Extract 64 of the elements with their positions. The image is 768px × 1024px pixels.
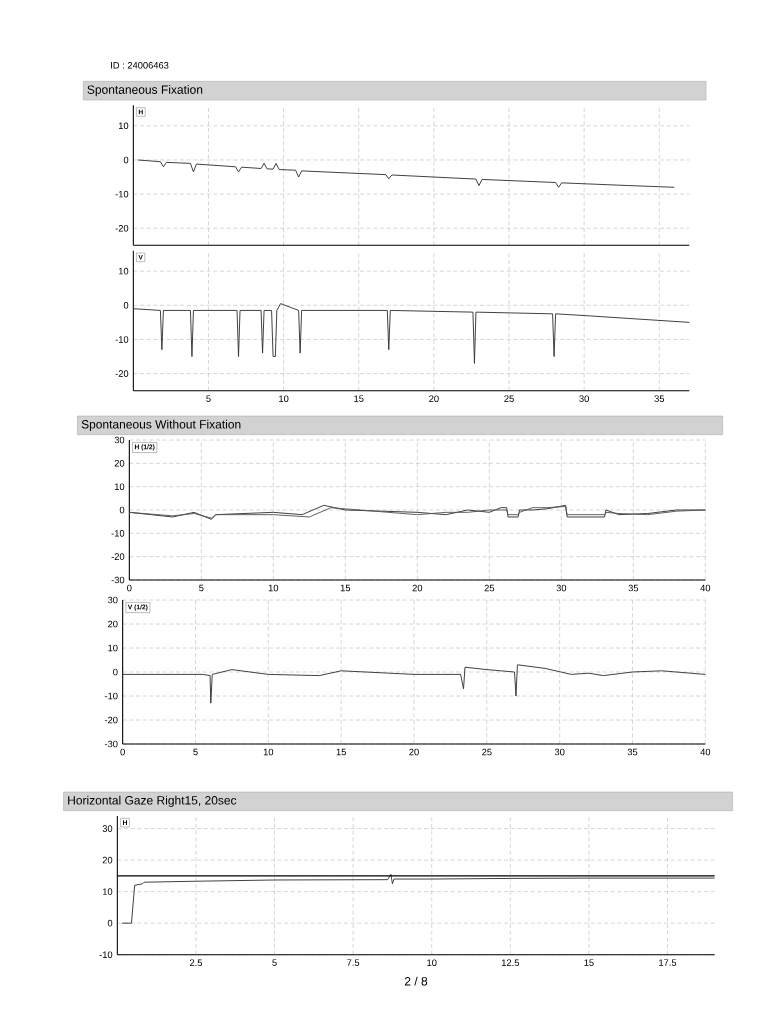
text: Spontaneous Fixation — [87, 85, 203, 97]
y-tick-label: -20 — [104, 716, 118, 724]
text: Horizontal Gaze Right15, 20sec — [68, 795, 237, 807]
x-tick-label: 5 — [272, 959, 277, 966]
x-tick-label: 35 — [654, 395, 665, 402]
y-tick-label: 10 — [114, 483, 125, 490]
x-tick-label: 35 — [627, 748, 638, 756]
y-tick-label: -20 — [111, 553, 125, 560]
text: Spontaneous Without Fixation — [81, 419, 241, 431]
y-tick-label: 30 — [102, 825, 113, 832]
x-tick-label: 15 — [336, 748, 346, 756]
x-tick-label: 20 — [409, 748, 419, 756]
x-tick-label: 20 — [429, 395, 439, 402]
y-tick-label: 10 — [118, 267, 129, 275]
text: 2 / 8 — [404, 976, 428, 986]
x-tick-label: 25 — [482, 748, 492, 756]
y-tick-label: 20 — [114, 460, 125, 467]
y-tick-label: -30 — [111, 576, 125, 584]
x-tick-label: 10 — [268, 584, 279, 592]
text: ID : 24006463 — [111, 62, 169, 69]
x-tick-label: 30 — [554, 748, 565, 756]
y-tick-label: 0 — [113, 668, 118, 676]
y-tick-label: -20 — [115, 224, 129, 232]
y-tick-label: 0 — [123, 302, 129, 309]
y-tick-label: 0 — [123, 156, 129, 164]
y-tick-label: -10 — [111, 530, 125, 537]
y-tick-label: -10 — [99, 951, 113, 958]
x-tick-label: 30 — [556, 584, 567, 592]
x-tick-label: 25 — [484, 584, 495, 592]
y-tick-label: 30 — [114, 436, 125, 444]
y-tick-label: -10 — [115, 336, 129, 343]
y-tick-label: 10 — [102, 888, 113, 895]
line-series — [132, 303, 690, 364]
y-tick-label: 20 — [108, 620, 118, 628]
x-tick-label: 15 — [340, 584, 351, 592]
y-tick-label: -20 — [115, 370, 129, 377]
y-tick-label: 20 — [102, 856, 113, 864]
x-tick-label: 35 — [628, 584, 639, 592]
line-series — [122, 664, 706, 704]
x-tick-label: 20 — [412, 584, 423, 592]
x-tick-label: 5 — [199, 584, 204, 592]
x-tick-label: 10 — [427, 959, 437, 966]
x-tick-label: 10 — [279, 395, 289, 402]
x-tick-label: 25 — [504, 395, 514, 402]
y-tick-label: 0 — [107, 919, 113, 927]
x-tick-label: 5 — [206, 395, 211, 402]
y-tick-label: -30 — [104, 740, 118, 748]
x-tick-label: 7.5 — [347, 959, 360, 966]
x-tick-label: 10 — [263, 748, 274, 756]
x-tick-label: 5 — [193, 748, 198, 756]
x-tick-label: 17.5 — [659, 959, 677, 966]
y-tick-label: -10 — [115, 190, 129, 198]
y-tick-label: 10 — [108, 644, 118, 652]
x-tick-label: 40 — [700, 748, 711, 756]
x-tick-label: 40 — [700, 584, 711, 592]
x-tick-label: 12.5 — [501, 959, 519, 966]
x-tick-label: 30 — [579, 395, 589, 402]
x-tick-label: 2.5 — [189, 959, 203, 966]
x-tick-label: 15 — [584, 959, 594, 966]
x-tick-label: 15 — [354, 395, 364, 402]
y-tick-label: 30 — [107, 596, 118, 604]
y-tick-label: 0 — [119, 506, 125, 514]
y-tick-label: -10 — [104, 692, 118, 700]
y-tick-label: 10 — [118, 122, 129, 130]
